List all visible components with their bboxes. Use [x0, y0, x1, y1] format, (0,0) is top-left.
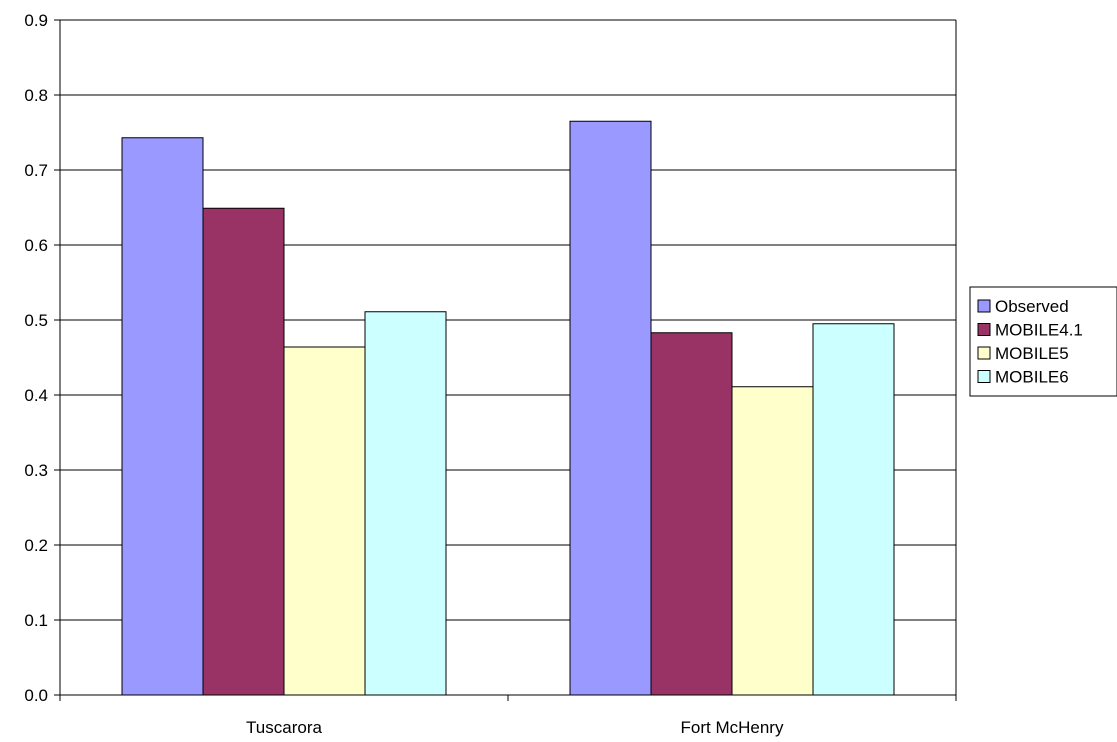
bar-mobile5-tuscarora	[283, 346, 366, 696]
bar-observed-tuscarora	[121, 137, 204, 696]
legend-label: MOBILE5	[995, 344, 1069, 363]
legend-label: MOBILE4.1	[995, 321, 1083, 340]
legend-swatch	[977, 299, 991, 313]
legend-swatch	[977, 370, 991, 383]
legend-swatch	[977, 346, 991, 360]
y-tick-label: 0.2	[24, 536, 48, 555]
y-tick-label: 0.9	[24, 11, 48, 30]
bar-observed-fort-mchenry	[569, 120, 652, 696]
bar-mobile4-1-tuscarora	[202, 207, 285, 696]
bars	[121, 120, 895, 696]
y-tick-label: 0.6	[24, 236, 48, 255]
legend-label: Observed	[995, 297, 1069, 316]
bar-mobile4-1-fort-mchenry	[650, 332, 733, 696]
y-tick-label: 0.8	[24, 86, 48, 105]
bar-mobile6-fort-mchenry	[812, 323, 895, 696]
y-tick-label: 0.7	[24, 161, 48, 180]
legend-box	[969, 286, 1117, 397]
bar-mobile5-fort-mchenry	[731, 386, 814, 696]
axes	[54, 19, 957, 701]
legend-swatch	[977, 323, 991, 336]
x-category-label: Fort McHenry	[681, 718, 784, 737]
category-labels: Tuscarora Fort McHenry	[246, 718, 784, 737]
y-tick-label: 0.3	[24, 461, 48, 480]
bar-mobile6-tuscarora	[364, 311, 447, 696]
y-tick-label: 0.0	[24, 686, 48, 705]
y-tick-label: 0.5	[24, 311, 48, 330]
y-tick-label: 0.4	[24, 386, 48, 405]
legend: Observed MOBILE4.1 MOBILE5 MOBILE6	[969, 286, 1117, 397]
x-category-label: Tuscarora	[246, 718, 322, 737]
y-tick-label: 0.1	[24, 611, 48, 630]
legend-label: MOBILE6	[995, 368, 1069, 387]
y-tick-labels: 0.0 0.1 0.2 0.3 0.4 0.5 0.6 0.7 0.8 0.9	[24, 11, 48, 705]
